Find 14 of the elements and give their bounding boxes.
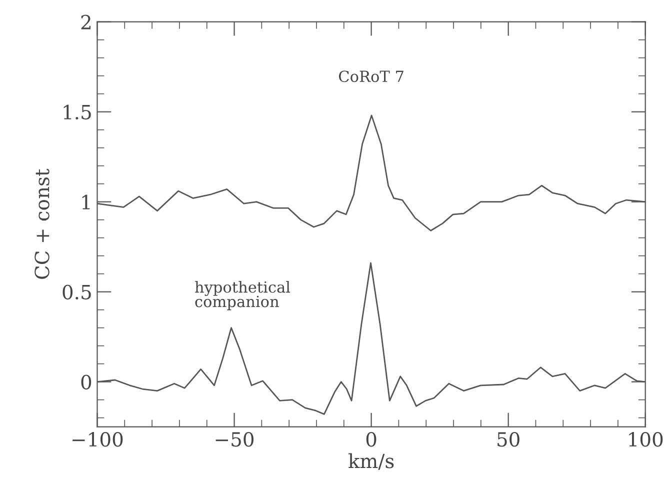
- y-tick-label: 0: [81, 374, 92, 390]
- y-axis-title: CC + const: [34, 168, 50, 279]
- x-tick-label: −100: [72, 432, 123, 447]
- x-tick-label: 50: [498, 432, 520, 447]
- x-tick-label: 0: [366, 432, 376, 447]
- y-tick-label: 1.5: [64, 104, 91, 120]
- y-tick-label: 2: [81, 14, 90, 30]
- x-axis-title: km/s: [348, 453, 394, 470]
- y-tick-label: 1: [82, 194, 90, 210]
- annotation: CoRoT 7: [338, 70, 404, 82]
- x-tick-label: −50: [216, 432, 254, 447]
- annotation: hypothetical companion: [195, 280, 290, 310]
- x-tick-label: 100: [629, 432, 663, 447]
- y-tick-label: 0.5: [62, 284, 91, 300]
